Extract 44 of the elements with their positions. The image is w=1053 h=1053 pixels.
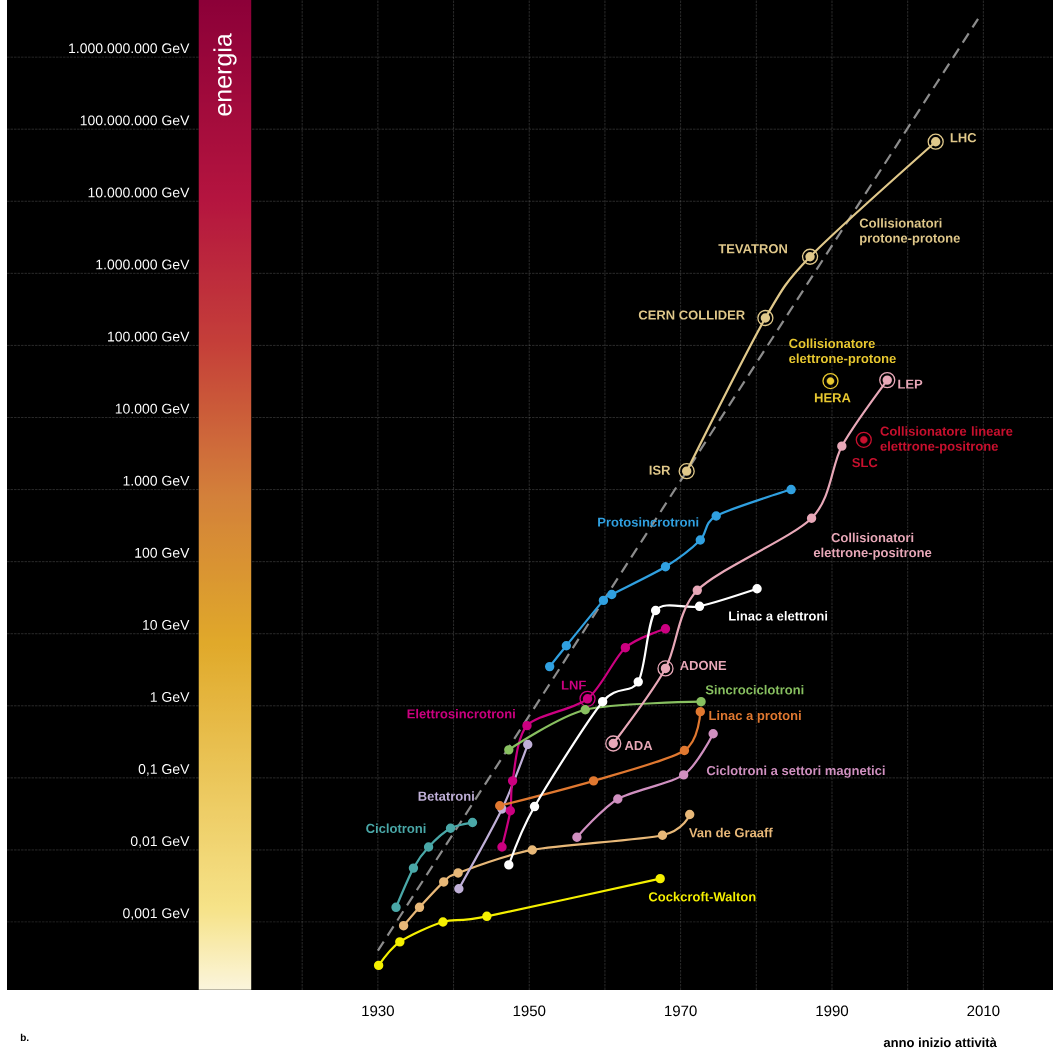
y-tick-label: 100 GeV (135, 547, 190, 558)
series-label: Collisionatore elettrone-protone (789, 338, 896, 366)
y-tick-label: 1 GeV (150, 692, 190, 702)
x-tick-label: 2010 (967, 1005, 1000, 1017)
series-label: Collisionatori elettrone-positrone (813, 532, 932, 560)
x-tick-label: 1990 (816, 1005, 849, 1017)
y-tick-label: 0,001 GeV (123, 908, 190, 920)
x-tick-label: 1970 (665, 1005, 697, 1017)
series-label: Elettrosincrotroni (407, 708, 515, 719)
annotation: ISR (649, 465, 671, 475)
y-tick-label: 1.000 GeV (123, 475, 190, 486)
annotation: LEP (898, 379, 923, 389)
y-tick-label: 0,1 GeV (138, 764, 190, 776)
y-tick-label: 100.000 GeV (108, 331, 190, 342)
annotation: LNF (561, 680, 586, 690)
series-label: Van de Graaff (689, 827, 773, 838)
series-label: Cockcroft-Walton (648, 891, 756, 902)
series-label: Sincrociclotroni (705, 684, 804, 695)
annotation: CERN COLLIDER (638, 310, 745, 320)
x-axis-title: anno inizio attività (883, 1037, 997, 1048)
annotation: ADONE (680, 660, 727, 671)
series-label: Betatroni (418, 791, 474, 801)
x-tick-label: 1930 (362, 1005, 394, 1017)
annotation: HERA (814, 393, 851, 403)
series-label: Collisionatori protone-protone (859, 218, 960, 246)
y-tick-label: 0,01 GeV (130, 836, 190, 848)
series-label: Linac a elettroni (729, 611, 828, 621)
series-label: Ciclotroni (366, 823, 426, 834)
y-tick-label: 10.000.000 GeV (88, 187, 190, 198)
y-tick-label: 1.000.000 GeV (96, 259, 190, 270)
y-tick-label: 10 GeV (143, 619, 190, 630)
text: b. (20, 1033, 29, 1042)
annotation: ADA (624, 741, 653, 750)
band-label: energia (213, 33, 237, 116)
x-tick-label: 1950 (513, 1005, 546, 1017)
y-tick-label: 10.000 GeV (115, 403, 190, 414)
annotation: SLC (852, 458, 878, 468)
y-tick-label: 100.000.000 GeV (80, 115, 190, 126)
y-tick-label: 1.000.000.000 GeV (69, 43, 190, 54)
series-label: Collisionatore lineare elettrone-positrone (880, 426, 1013, 454)
series-label: Ciclotroni a settori magnetici (706, 765, 885, 778)
annotation: LHC (950, 133, 977, 143)
series-label: Linac a protoni (709, 710, 801, 723)
annotation: TEVATRON (718, 244, 787, 254)
